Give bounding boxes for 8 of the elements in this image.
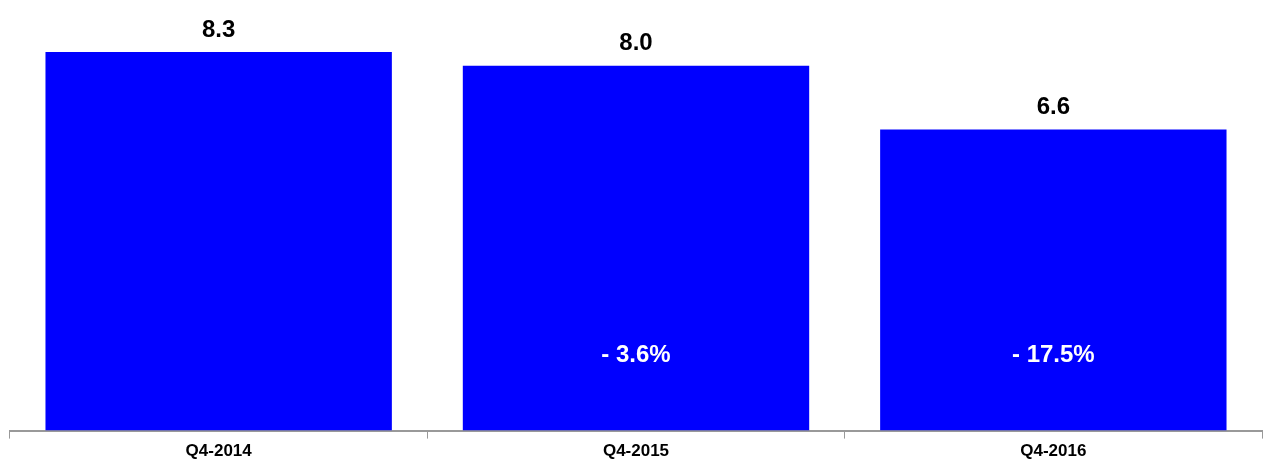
data-label: 6.6 [1036,92,1071,120]
x-tick-label: Q4-2014 [185,441,253,461]
annotation: - 17.5% [1011,339,1095,367]
data-label: 8.0 [619,28,653,56]
x-tick-label: Q4-2016 [1020,441,1087,461]
annotation: - 3.6% [601,339,671,367]
data-label: 8.3 [201,14,236,42]
x-tick-label: Q4-2015 [602,441,670,461]
